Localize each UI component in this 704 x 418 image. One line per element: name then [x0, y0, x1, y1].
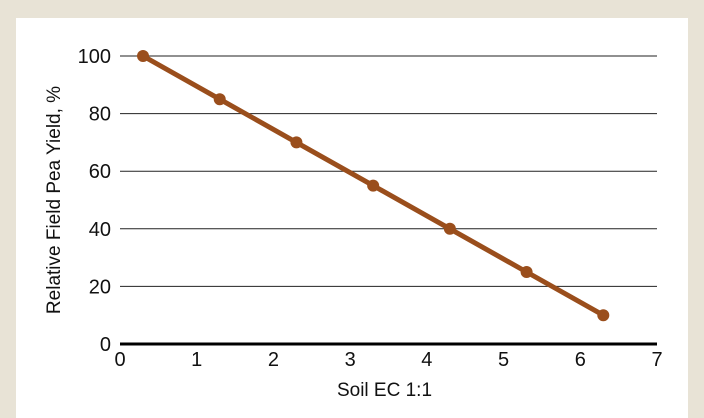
x-tick-label: 0 [114, 349, 125, 371]
x-tick-label: 6 [575, 349, 586, 371]
data-point [367, 179, 380, 192]
x-tick-label: 5 [498, 349, 509, 371]
data-point [443, 222, 456, 235]
series-group [137, 50, 610, 322]
data-point [290, 136, 303, 149]
gridlines [120, 55, 657, 287]
y-tick-label: 40 [89, 219, 111, 241]
data-point [597, 309, 610, 322]
x-axis-title: Soil EC 1:1 [337, 380, 432, 401]
y-axis-title: Relative Field Pea Yield, % [44, 86, 65, 314]
y-tick-label: 60 [89, 161, 111, 183]
y-tick-label: 0 [100, 334, 111, 356]
x-tick-label: 1 [191, 349, 202, 371]
data-point [213, 93, 226, 106]
y-tick-labels: 0 20 40 60 80 100 [78, 46, 111, 356]
line-chart: 0 20 40 60 80 100 0 1 2 3 4 5 6 7 Soil EC 1:1 Relati… [44, 46, 663, 401]
chart-panel: 0 20 40 60 80 100 0 1 2 3 4 5 6 7 Soil EC 1:1 Relati… [16, 18, 688, 418]
data-point [137, 50, 150, 62]
x-tick-label: 4 [421, 349, 432, 371]
x-tick-label: 2 [268, 349, 279, 371]
data-point [520, 266, 533, 278]
y-tick-label: 20 [89, 276, 111, 298]
x-tick-labels: 0 1 2 3 4 5 6 7 [114, 349, 662, 371]
x-tick-label: 7 [651, 349, 662, 371]
y-tick-label: 100 [78, 46, 111, 68]
x-tick-label: 3 [345, 349, 356, 371]
y-tick-label: 80 [89, 104, 111, 126]
